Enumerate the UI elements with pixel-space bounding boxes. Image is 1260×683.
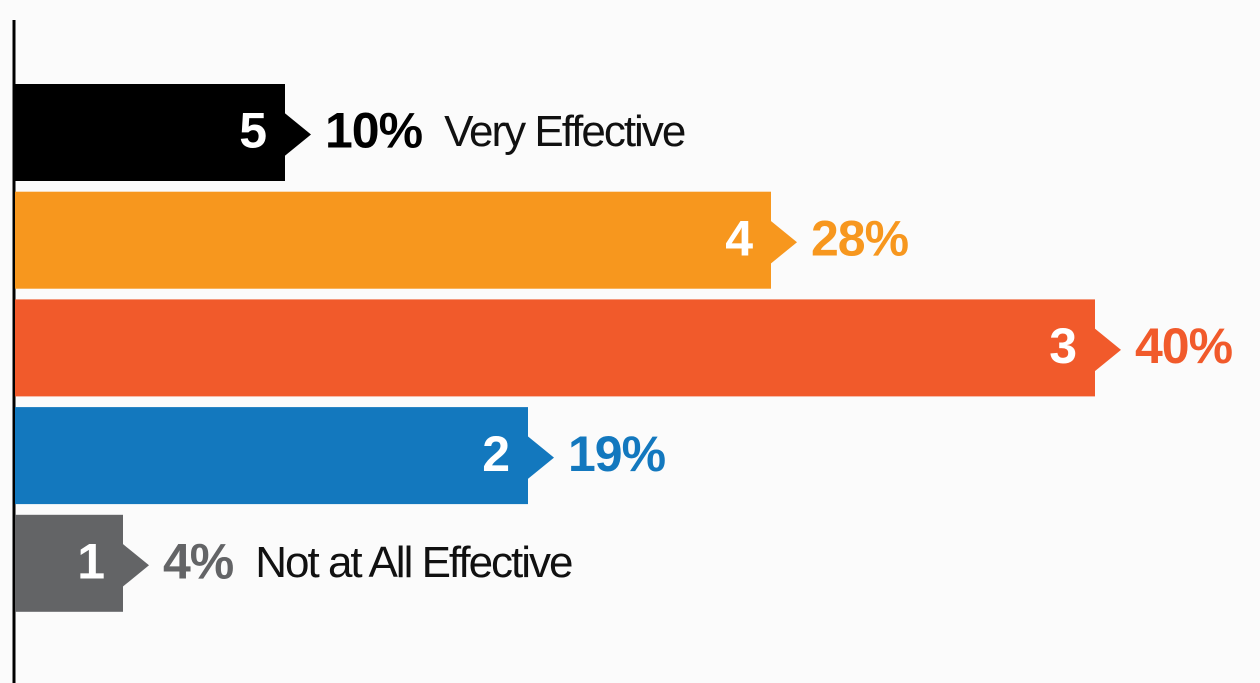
bar [15,407,528,505]
category-label: 3 [1049,318,1077,374]
bar-note: Very Effective [444,107,685,156]
value-label: 4% [163,534,234,590]
category-label: 4 [725,210,753,266]
bar-note: Not at All Effective [255,538,572,587]
category-label: 2 [482,426,510,482]
bar [15,191,771,289]
bar-arrow [1094,327,1121,372]
category-label: 5 [239,103,267,159]
bar [15,514,123,612]
bar-arrow [284,112,311,157]
bar [15,299,1095,397]
bar-arrow [770,220,797,265]
value-label: 10% [325,103,423,159]
category-label: 1 [77,534,105,590]
value-label: 28% [811,210,909,266]
bar-arrow [527,435,554,480]
bar [15,84,285,181]
value-label: 40% [1135,318,1233,374]
value-label: 19% [568,426,666,482]
bar-arrow [122,543,149,588]
